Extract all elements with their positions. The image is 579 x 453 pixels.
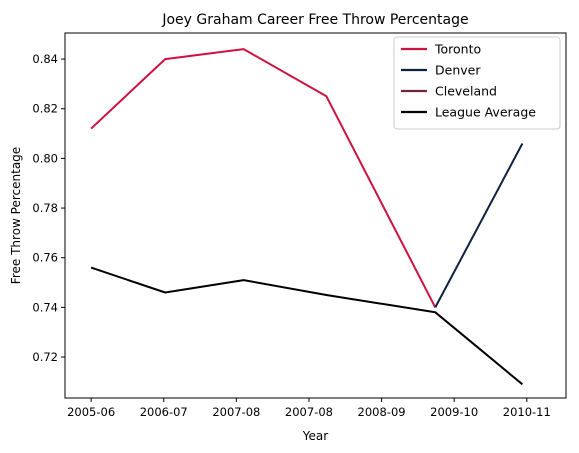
x-tick-label: 2010-11 — [503, 405, 551, 419]
plot-frame — [64, 32, 567, 399]
y-tick-label: 0.80 — [32, 151, 58, 165]
series-line-league-average — [90, 266, 524, 386]
x-tick-label: 2005-06 — [67, 405, 115, 419]
x-tick-label: 2007-08 — [212, 405, 260, 419]
y-tick-label: 0.84 — [32, 52, 58, 66]
y-tick-label: 0.76 — [32, 251, 58, 265]
x-tick-label: 2007-08 — [285, 405, 333, 419]
x-tick-label: 2006-07 — [140, 405, 188, 419]
y-tick-label: 0.72 — [32, 350, 58, 364]
chart-title: Joey Graham Career Free Throw Percentage — [161, 12, 468, 28]
x-tick-label: 2008-09 — [358, 405, 406, 419]
legend-box — [393, 36, 561, 130]
x-tick-label: 2009-10 — [430, 405, 478, 419]
y-tick-label: 0.78 — [32, 201, 58, 215]
legend-label: League Average — [435, 105, 536, 120]
y-tick-label: 0.74 — [32, 300, 58, 314]
y-tick-label: 0.82 — [32, 102, 58, 116]
plot-area — [90, 48, 524, 386]
legend-label: Toronto — [434, 42, 481, 57]
series-line-denver — [434, 143, 524, 308]
legend: Toronto Denver Cleveland League Average — [393, 36, 561, 130]
x-axis-title: Year — [302, 429, 328, 443]
legend-label: Denver — [435, 63, 481, 78]
series-line-toronto — [90, 48, 437, 308]
legend-label: Cleveland — [435, 84, 497, 99]
y-axis-title: Free Throw Percentage — [9, 147, 23, 284]
